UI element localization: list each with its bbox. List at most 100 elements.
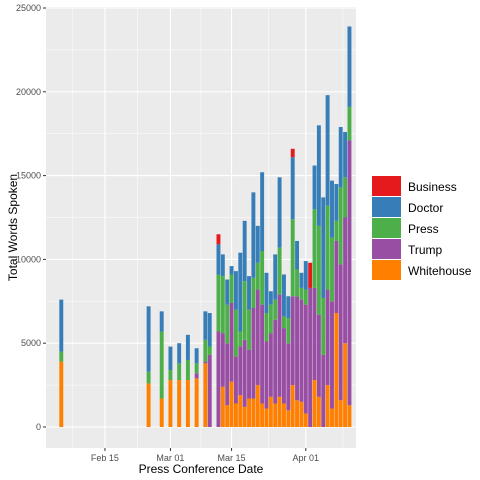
x-axis-title: Press Conference Date — [139, 462, 264, 476]
bar-segment-whitehouse — [286, 410, 291, 427]
bar-segment-press — [251, 277, 256, 309]
bar-segment-trump — [277, 294, 282, 397]
bar-segment-doctor — [330, 180, 334, 238]
bar-segment-press — [273, 299, 278, 320]
bar-segment-business — [290, 148, 295, 158]
bar-segment-trump — [347, 140, 352, 406]
bar-segment-doctor — [268, 291, 273, 305]
bar-segment-whitehouse — [59, 361, 64, 427]
legend-item-doctor: Doctor — [372, 197, 443, 217]
bar-segment-press — [177, 363, 182, 381]
bar-segment-doctor — [255, 225, 260, 263]
bar-segment-whitehouse — [168, 380, 173, 427]
bar-segment-trump — [312, 287, 317, 381]
bar-segment-press — [286, 318, 291, 344]
bar-segment-doctor — [233, 271, 238, 310]
bar-segment-press — [325, 205, 330, 290]
bar-segment-doctor — [207, 313, 212, 347]
bar-segment-whitehouse — [281, 403, 286, 427]
bar-segment-trump — [220, 333, 225, 387]
legend-label: Business — [408, 180, 457, 194]
bar-segment-trump — [260, 304, 265, 404]
bar-segment-trump — [233, 356, 238, 404]
bar-segment-doctor — [347, 26, 352, 107]
bar-segment-trump — [299, 299, 304, 402]
bar-segment-doctor — [316, 125, 321, 226]
bar-segment-trump — [295, 296, 300, 401]
bar-segment-doctor — [264, 272, 269, 314]
bar-segment-whitehouse — [238, 395, 243, 427]
bar-segment-press — [347, 106, 352, 141]
legend-label: Whitehouse — [408, 264, 472, 278]
bar-segment-trump — [343, 217, 348, 344]
x-axis: Feb 15 Mar 01 Mar 15 Apr 01 — [91, 448, 319, 463]
bar-segment-whitehouse — [347, 405, 352, 427]
bar-segment-doctor — [159, 311, 164, 332]
bar-segment-press — [255, 262, 260, 290]
bar-segment-press — [338, 187, 343, 265]
bar-segment-whitehouse — [295, 400, 300, 427]
x-tick-label: Feb 15 — [91, 453, 119, 463]
bar-segment-press — [268, 304, 273, 334]
bar-segment-doctor — [343, 132, 348, 178]
bar-segment-trump — [264, 341, 269, 409]
bar-segment-whitehouse — [330, 408, 334, 427]
x-tick-label: Mar 01 — [156, 453, 184, 463]
bar-segment-doctor — [225, 279, 230, 305]
bar-segment-trump — [203, 361, 208, 364]
bar-segment-doctor — [194, 348, 199, 364]
bar-segment-press — [295, 269, 300, 297]
bar-segment-doctor — [334, 183, 339, 221]
bar-segment-whitehouse — [194, 378, 199, 427]
bar-segment-whitehouse — [325, 385, 330, 427]
bar-segment-press — [168, 370, 173, 381]
bar-segment-whitehouse — [277, 396, 282, 427]
bar-segment-trump — [238, 346, 243, 396]
y-axis: 0 5000 10000 15000 20000 25000 — [16, 3, 46, 432]
legend-item-business: Business — [372, 176, 457, 196]
bar-segment-whitehouse — [290, 385, 295, 427]
bar-segment-trump — [255, 289, 260, 386]
bar-segment-whitehouse — [177, 380, 182, 427]
bar-segment-doctor — [312, 165, 317, 210]
bar-segment-doctor — [203, 311, 208, 340]
y-tick-label: 10000 — [16, 254, 41, 264]
bar-segment-trump — [290, 296, 295, 386]
bar-segment-press — [238, 331, 243, 347]
bar-segment-press — [185, 359, 190, 381]
bar-segment-doctor — [168, 346, 173, 371]
bar-segment-press — [321, 297, 326, 355]
bar-segment-whitehouse — [159, 398, 164, 427]
bar-segment-business — [308, 262, 313, 288]
bar-segment-doctor — [146, 306, 151, 372]
bar-segment-whitehouse — [334, 313, 339, 427]
bar-segment-press — [312, 209, 317, 288]
bar-segment-trump — [242, 339, 247, 407]
bar-segment-whitehouse — [260, 403, 265, 427]
bar-segment-trump — [207, 354, 212, 427]
bar-segment-whitehouse — [247, 398, 251, 427]
bar-segment-doctor — [251, 192, 256, 278]
bar-segment-doctor — [321, 197, 326, 298]
bar-segment-doctor — [247, 276, 251, 310]
bar-segment-press — [290, 219, 295, 297]
bar-segment-trump — [247, 349, 251, 399]
bar-segment-doctor — [273, 254, 278, 300]
bar-segment-press — [159, 331, 164, 399]
bar-segment-press — [330, 237, 334, 302]
bar-segment-whitehouse — [316, 396, 321, 427]
bar-segment-doctor — [277, 177, 282, 248]
bar-segment-press — [343, 177, 348, 218]
x-tick-label: Apr 01 — [293, 453, 320, 463]
bar-segment-whitehouse — [233, 403, 238, 427]
bar-segment-press — [299, 287, 304, 300]
bar-segment-whitehouse — [343, 343, 348, 427]
bar-segment-trump — [325, 289, 330, 386]
bar-segment-press — [303, 289, 308, 305]
bar-segment-trump — [194, 373, 199, 379]
bar-segment-press — [281, 316, 286, 329]
bar-segment-trump — [251, 308, 256, 399]
bar-segment-doctor — [303, 261, 308, 290]
bar-segment-doctor — [260, 172, 265, 252]
